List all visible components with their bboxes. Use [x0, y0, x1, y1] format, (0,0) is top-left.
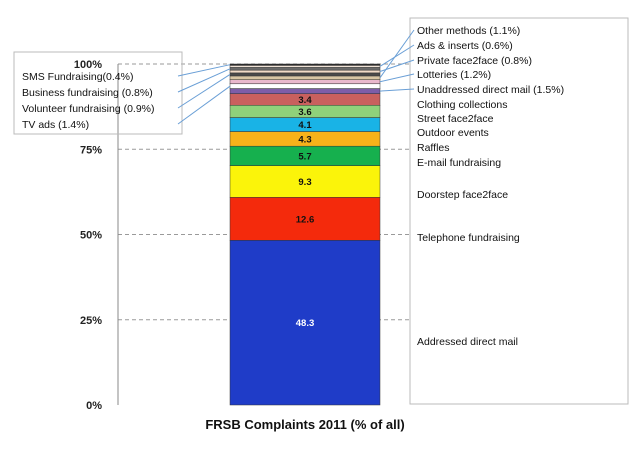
leader-line [177, 85, 231, 125]
right-label: Addressed direct mail [417, 336, 518, 348]
y-tick-label: 25% [80, 315, 102, 327]
right-label: E-mail fundraising [417, 157, 501, 169]
left-label: TV ads (1.4%) [22, 119, 89, 131]
bar-segment [229, 67, 381, 71]
right-label: Lotteries (1.2%) [417, 69, 491, 81]
segment-data-label: 9.3 [298, 177, 311, 188]
segment-data-label: 5.7 [298, 151, 311, 162]
left-callout-box [13, 51, 183, 135]
y-tick-label: 50% [80, 230, 102, 242]
segment-data-label: 12.6 [296, 214, 315, 225]
bar-segment [229, 79, 381, 85]
segment-data-label: 4.3 [298, 134, 311, 145]
y-tick-label: 75% [80, 144, 102, 156]
right-label: Private face2face (0.8%) [417, 55, 532, 67]
segment-data-label: 4.1 [298, 120, 312, 131]
bar-segments: 48.3 12.6 9.3 5.7 4.3 4.1 3.63.4 [229, 63, 381, 406]
right-label: Doorstep face2face [417, 189, 508, 201]
segment-data-label: 3.6 [298, 107, 311, 118]
leader-line [177, 73, 231, 109]
right-labels: Addressed direct mail Telephone fundraisi… [417, 25, 564, 348]
y-tick-label: 0% [86, 400, 102, 412]
right-label: Other methods (1.1%) [417, 25, 520, 37]
bar-segment [229, 197, 381, 241]
y-axis-ticks: 0% 25% 50% 75% 100% [74, 59, 102, 412]
y-tick-label: 100% [74, 59, 102, 71]
leader-lines [177, 29, 415, 125]
left-labels: SMS Fundraising(0.4%) Business fundraisin… [22, 71, 155, 131]
leader-line [379, 44, 415, 67]
segment-data-label: 3.4 [298, 95, 312, 106]
right-label: Unaddressed direct mail (1.5%) [417, 84, 564, 96]
right-label: Telephone fundraising [417, 232, 520, 244]
leader-line [379, 73, 415, 83]
bar-segment [229, 88, 381, 94]
right-label: Outdoor events [417, 127, 489, 139]
segment-data-label: 48.3 [296, 318, 315, 329]
left-label: Volunteer fundraising (0.9%) [22, 103, 155, 115]
right-label: Street face2face [417, 113, 494, 125]
bar-segment [229, 69, 381, 74]
bar-segment [229, 63, 381, 66]
bar-segment [229, 75, 381, 80]
bar-segment [229, 83, 381, 89]
leader-line [177, 64, 231, 77]
right-label: Ads & inserts (0.6%) [417, 40, 513, 52]
bar-segment [229, 65, 381, 68]
leader-line [379, 88, 415, 92]
bar-segment [229, 240, 381, 406]
left-label: Business fundraising (0.8%) [22, 87, 153, 99]
bar-segment [229, 72, 381, 77]
leader-line [379, 29, 415, 79]
right-label: Raffles [417, 142, 450, 154]
right-label: Clothing collections [417, 99, 507, 111]
leader-line [177, 68, 231, 93]
right-callout-box [409, 17, 629, 405]
x-axis-title: FRSB Complaints 2011 (% of all) [205, 417, 404, 432]
left-label: SMS Fundraising(0.4%) [22, 71, 133, 83]
